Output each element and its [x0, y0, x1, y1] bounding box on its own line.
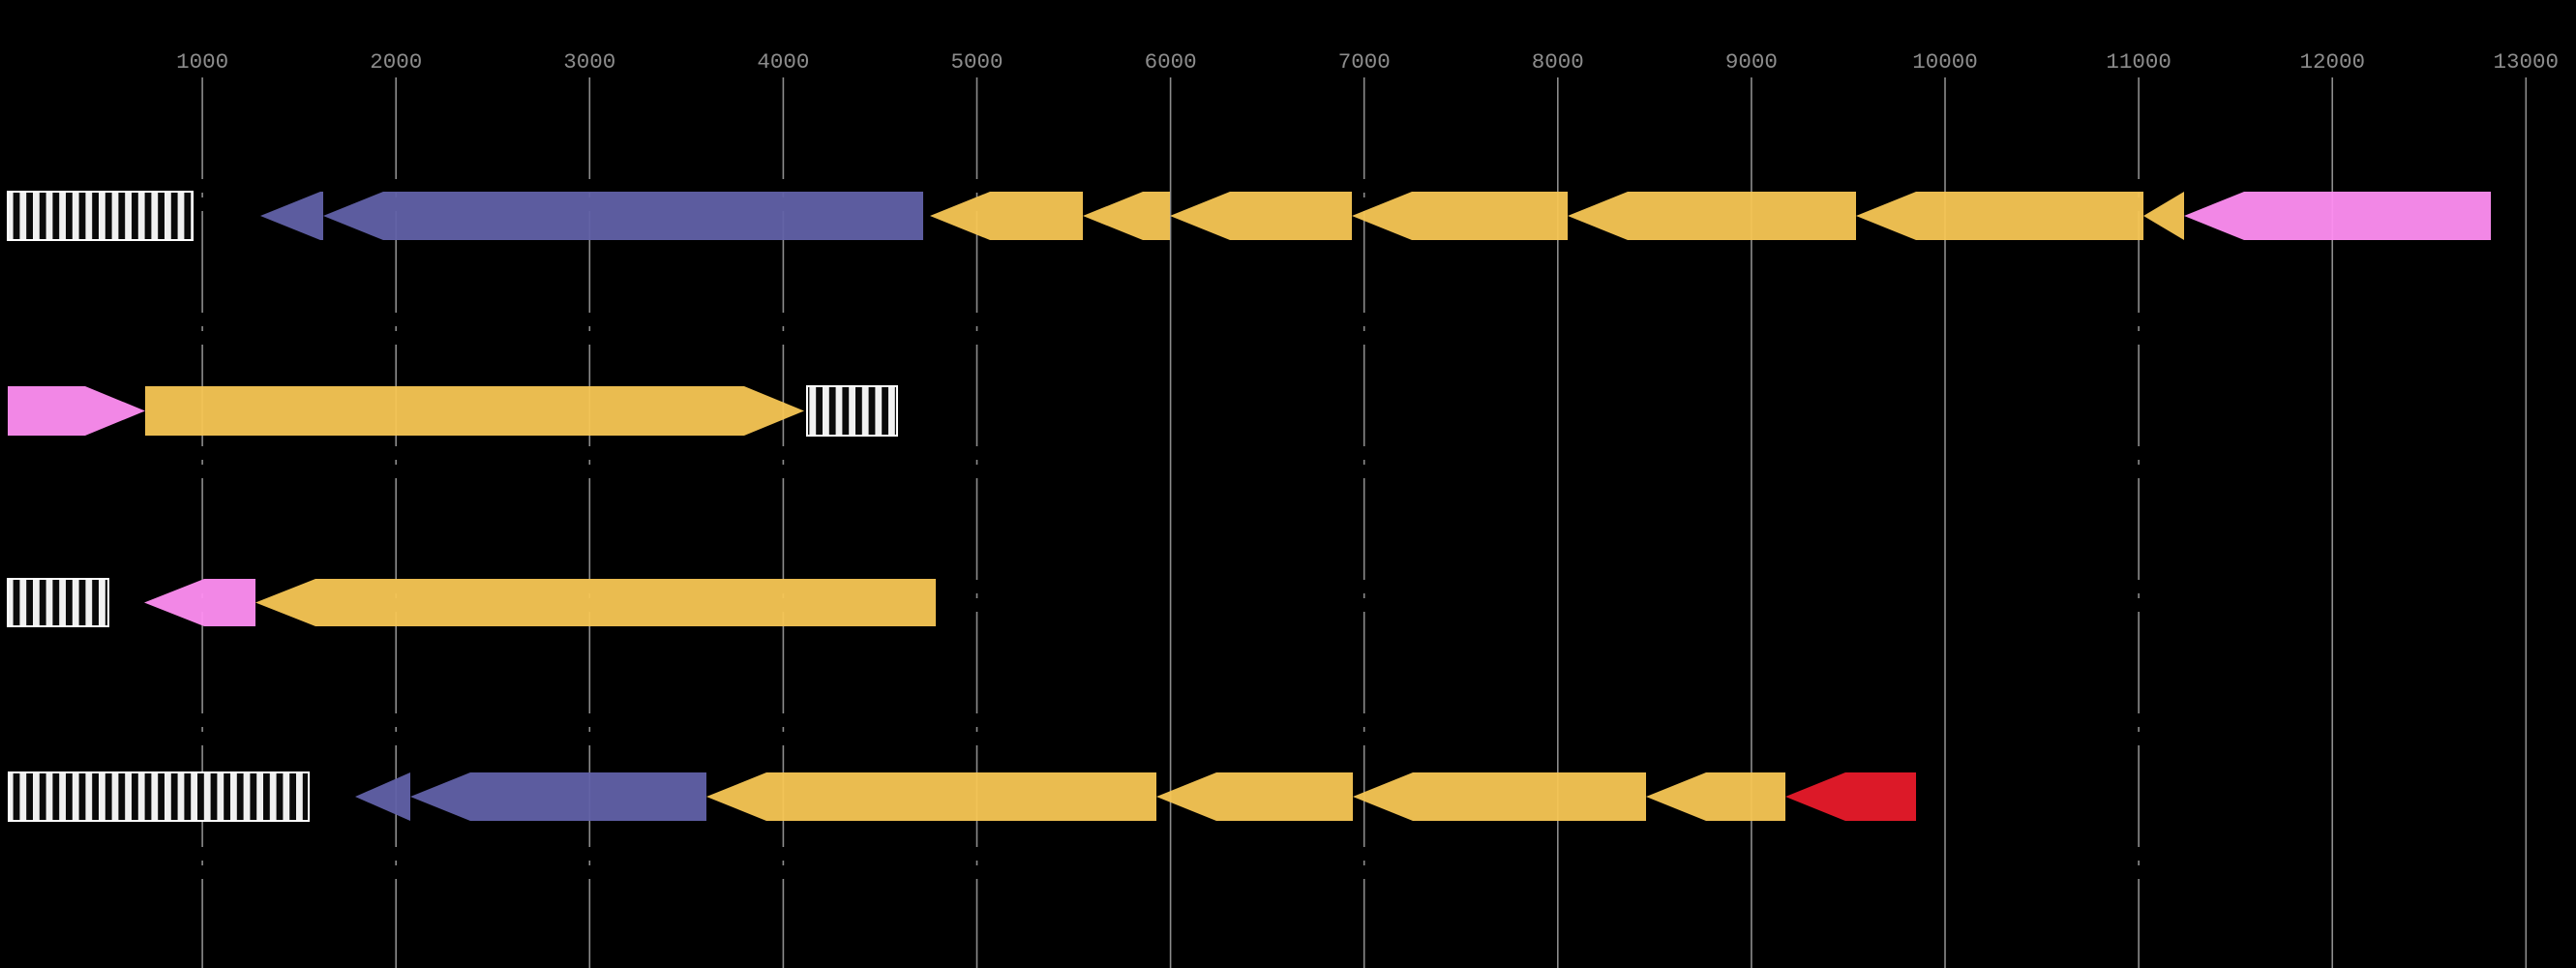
- svg-text:6000: 6000: [1145, 49, 1197, 75]
- svg-text:10000: 10000: [1912, 49, 1978, 75]
- svg-text:13000: 13000: [2494, 49, 2560, 75]
- svg-text:11000: 11000: [2106, 49, 2172, 75]
- svg-text:8000: 8000: [1532, 49, 1584, 75]
- svg-text:12000: 12000: [2299, 49, 2365, 75]
- svg-text:1000: 1000: [176, 49, 228, 75]
- svg-text:5000: 5000: [950, 49, 1003, 75]
- svg-text:4000: 4000: [757, 49, 809, 75]
- svg-text:9000: 9000: [1725, 49, 1778, 75]
- svg-text:3000: 3000: [563, 49, 615, 75]
- svg-text:7000: 7000: [1338, 49, 1391, 75]
- svg-text:2000: 2000: [370, 49, 422, 75]
